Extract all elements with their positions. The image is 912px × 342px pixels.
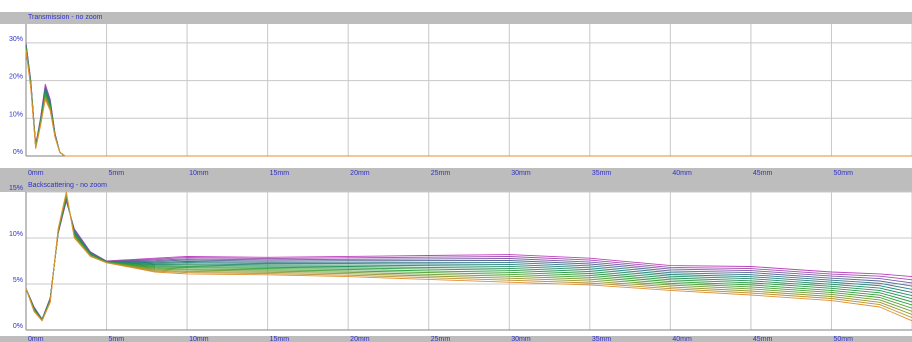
backscattering-x-tick-label: 35mm: [592, 336, 612, 342]
transmission-x-tick-label: 5mm: [109, 170, 125, 177]
backscattering-x-tick-label: 30mm: [511, 336, 531, 342]
transmission-x-tick-label: 15mm: [270, 170, 290, 177]
transmission-title: Transmission - no zoom: [0, 12, 912, 24]
backscattering-title: Backscattering - no zoom: [0, 180, 912, 192]
transmission-x-tick-label: 50mm: [833, 170, 853, 177]
transmission-x-tick-label: 25mm: [431, 170, 451, 177]
backscattering-x-tick-label: 0mm: [28, 336, 44, 342]
transmission-x-tick-label: 45mm: [753, 170, 773, 177]
transmission-x-tick-label: 35mm: [592, 170, 612, 177]
backscattering-x-tick-label: 40mm: [672, 336, 692, 342]
backscattering-x-tick-label: 5mm: [109, 336, 125, 342]
backscattering-x-tick-label: 25mm: [431, 336, 451, 342]
backscattering-x-tick-label: 50mm: [833, 336, 853, 342]
backscattering-x-axis-band: [0, 336, 912, 342]
backscattering-x-tick-label: 45mm: [753, 336, 773, 342]
transmission-y-tick-label: 30%: [9, 36, 23, 43]
transmission-x-tick-label: 10mm: [189, 170, 209, 177]
transmission-x-tick-label: 20mm: [350, 170, 370, 177]
transmission-plot-area: [26, 24, 912, 156]
transmission-scan-line: [25, 50, 912, 157]
transmission-x-axis-band: [0, 168, 912, 180]
backscattering-y-tick-label: 10%: [9, 231, 23, 238]
transmission-x-tick-label: 30mm: [511, 170, 531, 177]
backscattering-y-tick-label: 15%: [9, 185, 23, 192]
backscattering-y-tick-label: 0%: [13, 323, 23, 330]
transmission-x-tick-label: 40mm: [672, 170, 692, 177]
transmission-y-tick-label: 0%: [13, 149, 23, 156]
backscattering-x-tick-label: 10mm: [189, 336, 209, 342]
transmission-y-tick-label: 20%: [9, 74, 23, 81]
backscattering-scan-line: [25, 191, 912, 322]
transmission-x-tick-label: 0mm: [28, 170, 44, 177]
transmission-y-tick-label: 10%: [9, 111, 23, 118]
backscattering-x-tick-label: 15mm: [270, 336, 290, 342]
backscattering-x-tick-label: 20mm: [350, 336, 370, 342]
backscattering-y-tick-label: 5%: [13, 277, 23, 284]
